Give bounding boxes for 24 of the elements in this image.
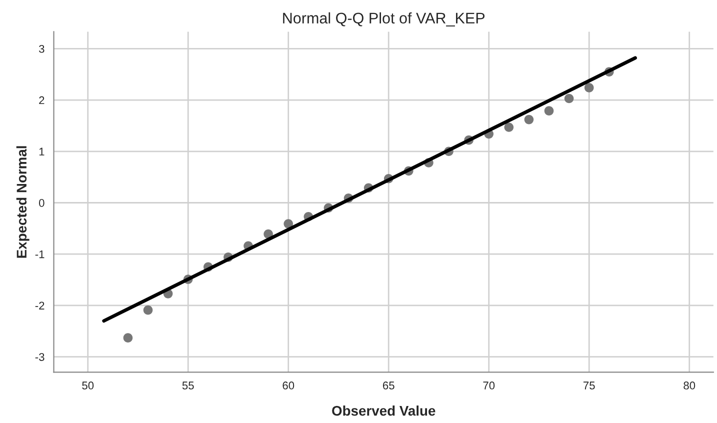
y-tick-label: 2 — [39, 96, 44, 104]
x-tick-label: 50 — [82, 382, 94, 390]
x-tick-label: 75 — [583, 382, 595, 390]
y-tick-label: 1 — [39, 148, 44, 156]
point — [584, 83, 594, 92]
point — [504, 122, 514, 132]
chart-title: Normal Q-Q Plot of VAR_KEP — [283, 12, 485, 26]
point — [123, 333, 133, 342]
x-tick-label: 70 — [483, 382, 495, 390]
y-tick-label: 0 — [39, 199, 44, 207]
point — [564, 94, 574, 104]
y-axis-title: Expected Normal — [16, 146, 30, 258]
point — [143, 305, 153, 315]
y-tick-label: 3 — [38, 44, 44, 53]
x-tick-label: 65 — [382, 382, 394, 390]
x-tick-label: 80 — [684, 382, 696, 390]
x-tick-label: 55 — [182, 382, 194, 390]
point — [544, 106, 554, 116]
y-tick-label: -2 — [35, 302, 44, 310]
y-tick-label: -3 — [35, 353, 44, 361]
point — [524, 114, 534, 124]
x-axis-title: Observed Value — [332, 406, 436, 416]
x-tick-label: 60 — [282, 382, 294, 390]
y-tick-label: -1 — [35, 250, 44, 258]
